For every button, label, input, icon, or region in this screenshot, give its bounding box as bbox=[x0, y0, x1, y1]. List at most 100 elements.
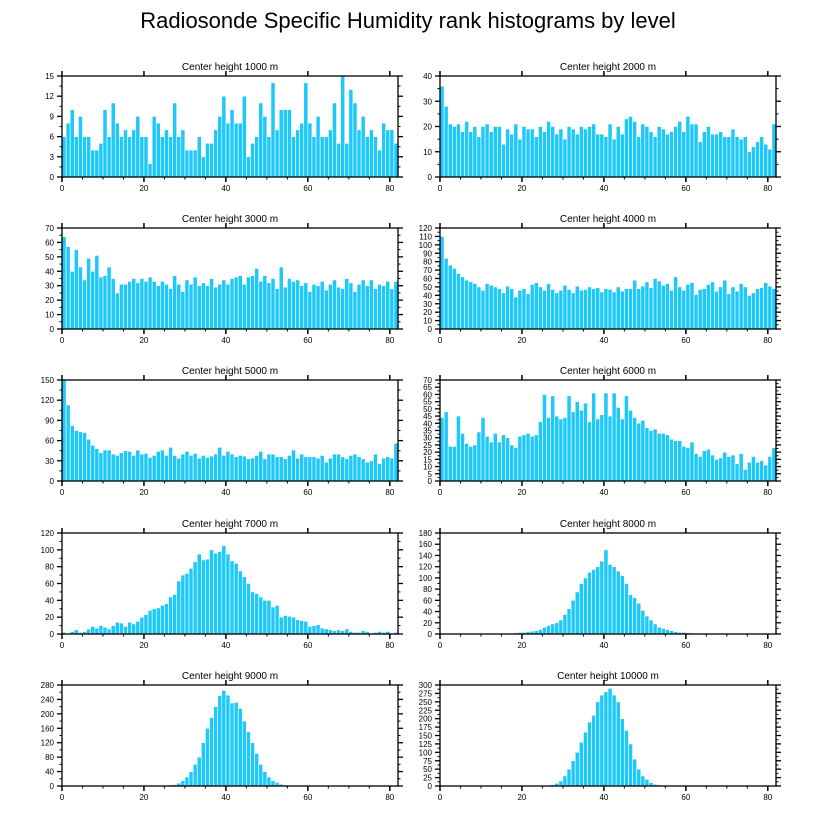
histogram-bar bbox=[78, 431, 83, 482]
histogram-bar bbox=[389, 129, 395, 178]
histogram-bar bbox=[607, 289, 613, 330]
histogram-bar bbox=[538, 421, 543, 482]
x-tick-label: 60 bbox=[303, 793, 312, 802]
histogram-bar bbox=[628, 594, 633, 635]
histogram-bar bbox=[299, 122, 305, 178]
histogram-bar bbox=[319, 136, 325, 178]
panel-title: Center height 6000 m bbox=[560, 366, 656, 377]
histogram-bar bbox=[763, 464, 769, 482]
histogram-bar bbox=[287, 455, 292, 482]
histogram-bar bbox=[636, 136, 642, 178]
histogram-bar bbox=[636, 288, 642, 330]
y-tick-label: 125 bbox=[419, 740, 433, 749]
histogram-bar bbox=[323, 136, 329, 178]
histogram-bar bbox=[389, 457, 395, 482]
histogram-bar bbox=[377, 463, 382, 482]
x-tick-label: 60 bbox=[681, 488, 690, 497]
histogram-bar bbox=[513, 447, 519, 482]
histogram-bar bbox=[619, 133, 625, 178]
panel-title: Center height 4000 m bbox=[560, 214, 656, 225]
histogram-bar bbox=[595, 418, 601, 482]
histogram-bar bbox=[127, 451, 132, 482]
histogram-bar bbox=[274, 456, 280, 482]
histogram-bar bbox=[196, 756, 202, 787]
histogram-bar bbox=[94, 149, 100, 178]
histogram-bar bbox=[250, 275, 255, 330]
histogram-bar bbox=[360, 279, 366, 330]
x-tick-label: 40 bbox=[599, 184, 608, 193]
histogram-bar bbox=[665, 133, 670, 178]
histogram-bar bbox=[652, 136, 658, 178]
y-tick-label: 0 bbox=[50, 477, 55, 486]
histogram-bar bbox=[299, 453, 305, 482]
histogram-bar bbox=[574, 285, 580, 330]
histogram-bar bbox=[237, 708, 243, 787]
histogram-bar bbox=[360, 458, 366, 482]
histogram-bar bbox=[529, 435, 535, 482]
histogram-bar bbox=[299, 620, 305, 635]
histogram-bar bbox=[364, 461, 370, 482]
histogram-bar bbox=[233, 122, 239, 178]
histogram-bar bbox=[730, 128, 736, 178]
histogram-bar bbox=[192, 764, 198, 787]
histogram-bar bbox=[217, 447, 223, 482]
histogram-bar bbox=[611, 138, 617, 178]
histogram-bar bbox=[451, 268, 457, 330]
histogram-bar bbox=[660, 628, 666, 635]
x-tick-label: 40 bbox=[221, 488, 230, 497]
histogram-bar bbox=[180, 780, 186, 787]
histogram-bar bbox=[217, 116, 223, 178]
y-tick-label: 55 bbox=[423, 398, 432, 407]
y-tick-label: 30 bbox=[423, 434, 432, 443]
histogram-bar bbox=[160, 449, 165, 482]
histogram-bar bbox=[241, 576, 247, 635]
histogram-bar bbox=[619, 290, 625, 330]
histogram-bar bbox=[348, 89, 354, 178]
histogram-bar bbox=[336, 143, 341, 178]
histogram-bar bbox=[574, 133, 580, 178]
x-tick-label: 40 bbox=[221, 336, 230, 345]
histogram-bar bbox=[221, 455, 227, 482]
y-tick-label: 80 bbox=[423, 258, 432, 267]
histogram-bar bbox=[184, 573, 190, 635]
histogram-bar bbox=[607, 415, 613, 482]
histogram-bar bbox=[102, 109, 108, 178]
histogram-bar bbox=[201, 156, 206, 178]
histogram-bar bbox=[497, 441, 502, 482]
histogram-bar bbox=[266, 453, 272, 482]
histogram-bar bbox=[192, 276, 198, 330]
histogram-bar bbox=[726, 293, 732, 330]
histogram-bar bbox=[640, 123, 646, 178]
y-tick-label: 40 bbox=[45, 768, 54, 777]
y-tick-label: 110 bbox=[419, 232, 432, 241]
histogram-bar bbox=[213, 129, 219, 178]
histogram-bar bbox=[160, 605, 165, 635]
histogram-bar bbox=[82, 432, 87, 482]
histogram-bar bbox=[468, 131, 474, 178]
histogram-bar bbox=[106, 449, 112, 482]
y-tick-label: 140 bbox=[419, 551, 433, 560]
histogram-bar bbox=[328, 129, 333, 178]
histogram-bar bbox=[221, 279, 227, 330]
histogram-bar bbox=[229, 702, 235, 787]
histogram-bar bbox=[611, 566, 617, 635]
histogram-bar bbox=[632, 279, 637, 330]
y-tick-label: 20 bbox=[45, 296, 54, 305]
histogram-bar bbox=[303, 456, 309, 482]
histogram-bar bbox=[714, 290, 719, 330]
histogram-bar bbox=[628, 288, 633, 330]
histogram-bar bbox=[291, 281, 296, 330]
histogram-bar bbox=[558, 128, 564, 178]
panel-title: Center height 7000 m bbox=[182, 519, 278, 530]
x-tick-label: 40 bbox=[599, 641, 608, 650]
histogram-bar bbox=[139, 278, 145, 330]
histogram-bar bbox=[307, 626, 313, 635]
histogram-bar bbox=[266, 776, 272, 787]
histogram-bar bbox=[381, 122, 387, 178]
histogram-bar bbox=[110, 278, 116, 330]
y-tick-label: 70 bbox=[45, 224, 54, 233]
histogram-bar bbox=[123, 129, 128, 178]
histogram-bar bbox=[497, 288, 502, 330]
histogram-bar bbox=[710, 281, 715, 330]
histogram-bar bbox=[456, 123, 461, 178]
